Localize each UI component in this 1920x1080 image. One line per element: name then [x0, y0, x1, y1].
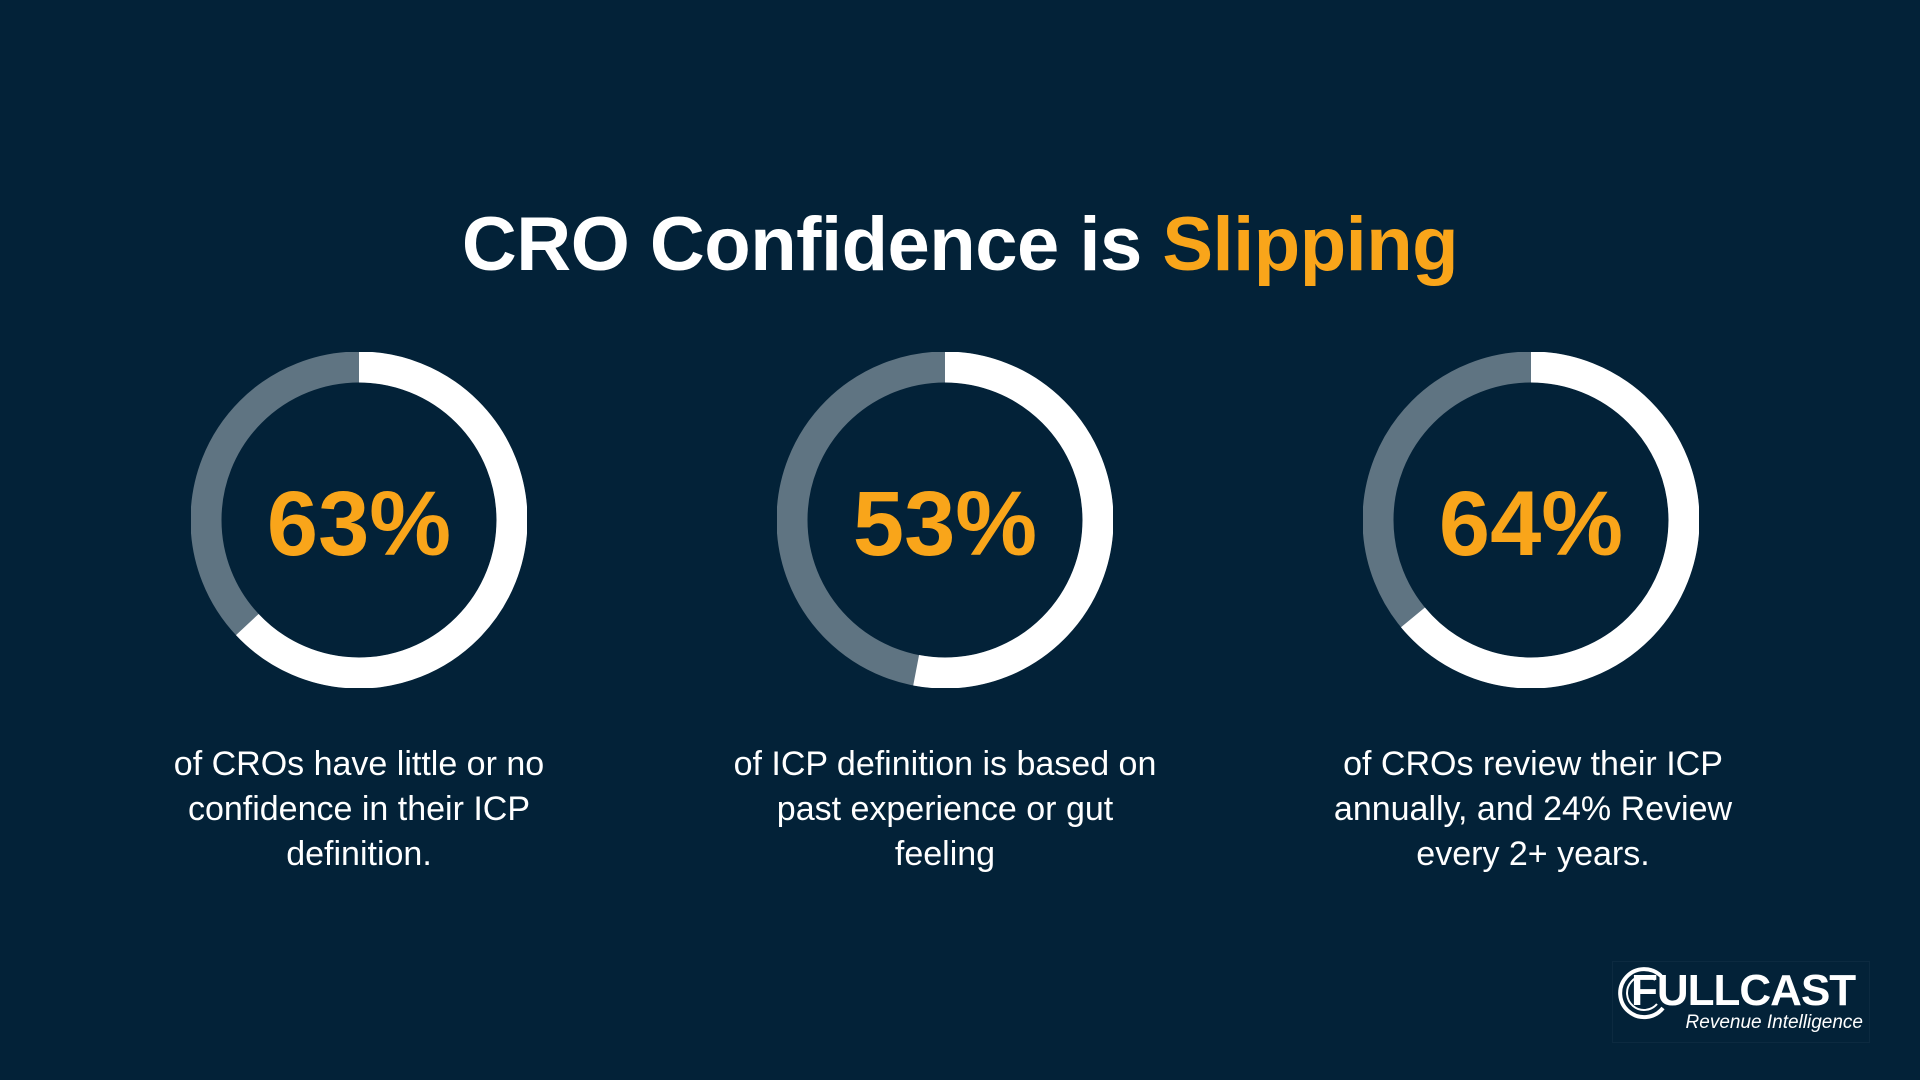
logo-name: FULLCAST [1631, 966, 1856, 1015]
page-title: CRO Confidence is Slipping [0, 201, 1920, 288]
stat-caption: of CROs review their ICP annually, and 2… [1333, 745, 1733, 873]
stat-value: 53% [852, 473, 1038, 575]
stat-caption: of CROs have little or no confidence in … [173, 745, 545, 873]
logo-swoosh-icon [1618, 967, 1665, 1020]
logo-tagline: Revenue Intelligence [1685, 1012, 1863, 1033]
title-text: CRO Confidence is [461, 201, 1163, 287]
stat-value: 63% [266, 473, 452, 575]
ring-fill [777, 352, 1113, 688]
ring-fill [1363, 352, 1699, 688]
title-highlight: Slipping [1162, 201, 1459, 287]
stat-caption: of ICP definition is based on past exper… [733, 745, 1157, 873]
stat-value: 64% [1438, 473, 1624, 575]
ring-fill [191, 352, 527, 688]
fullcast-logo: FULLCAST Revenue Intelligence [1612, 961, 1870, 1043]
donut-ring [1363, 352, 1699, 688]
donut-ring [777, 352, 1113, 688]
donut-ring [191, 352, 527, 688]
